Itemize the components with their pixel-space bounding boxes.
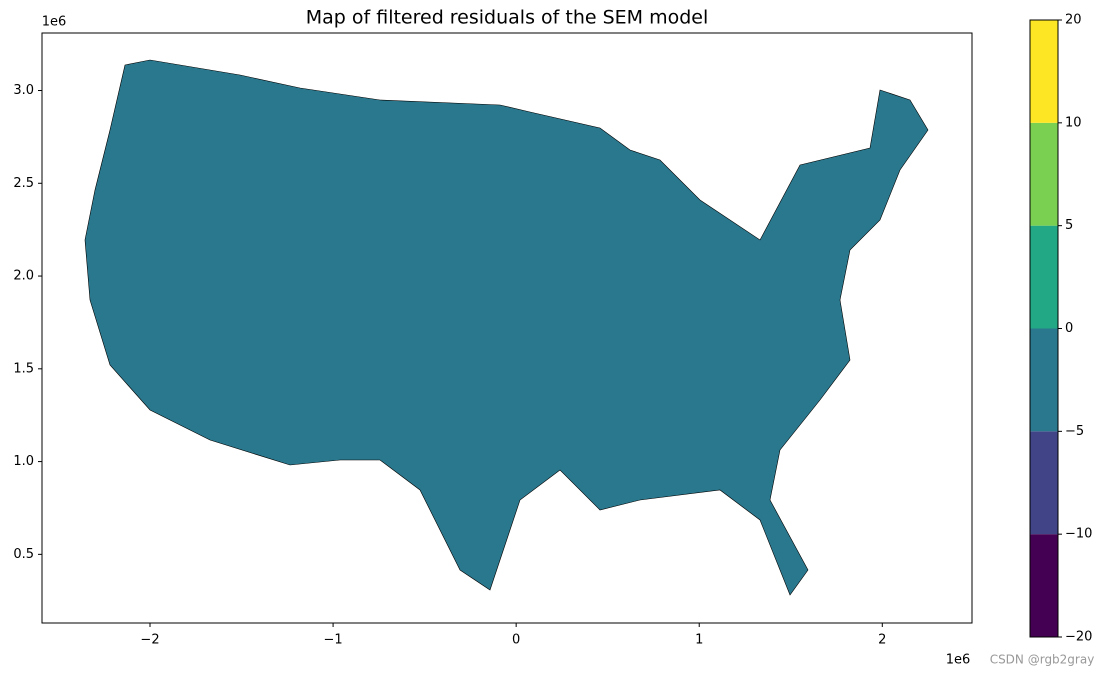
watermark: CSDN @rgb2gray (990, 653, 1095, 667)
colorbar-segment (1030, 431, 1058, 535)
colorbar-segment (1030, 20, 1058, 123)
chart-title: Map of filtered residuals of the SEM mod… (306, 7, 709, 29)
x-tick-label: 1 (695, 633, 703, 648)
y-tick-label: 1.0 (13, 454, 34, 469)
colorbar-tick-label: −20 (1065, 630, 1092, 645)
us-outline (84, 59, 929, 596)
colorbar-tick-label: −5 (1065, 424, 1084, 439)
colorbar-tick-label: −10 (1065, 527, 1092, 542)
colorbar-segment (1030, 225, 1058, 329)
colorbar-tick-label: 0 (1065, 321, 1073, 336)
x-tick-label: 2 (878, 633, 886, 648)
colorbar-segment (1030, 534, 1058, 637)
colorbar-segment (1030, 122, 1058, 226)
colorbar-tick-label: 10 (1065, 115, 1082, 130)
x-tick-label: −2 (140, 633, 159, 648)
x-offset-label: 1e6 (946, 653, 971, 668)
y-tick-label: 2.0 (13, 269, 34, 284)
colorbar-segment (1030, 328, 1058, 432)
y-tick-label: 1.5 (13, 361, 34, 376)
colorbar-tick-label: 20 (1065, 13, 1082, 28)
colorbar-tick-label: 5 (1065, 218, 1073, 233)
axes-frame (41, 32, 973, 624)
y-tick-label: 2.5 (13, 176, 34, 191)
y-offset-label: 1e6 (42, 15, 67, 30)
y-tick-label: 3.0 (13, 83, 34, 98)
y-tick-label: 0.5 (13, 547, 34, 562)
x-tick-label: 0 (512, 633, 520, 648)
x-tick-label: −1 (323, 633, 342, 648)
